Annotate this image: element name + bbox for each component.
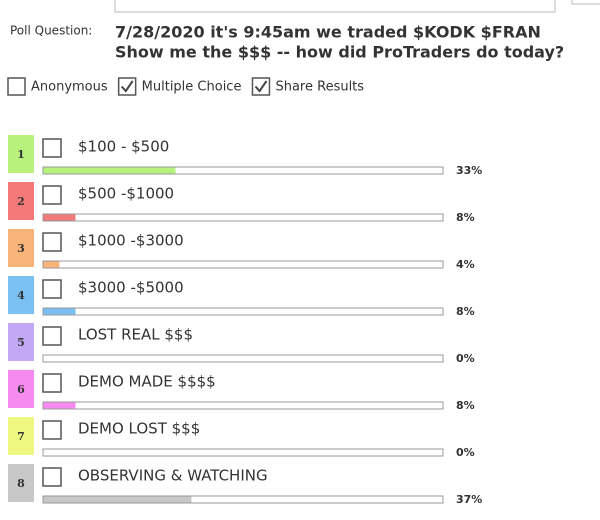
bar-fill	[43, 261, 60, 268]
bar-track	[42, 401, 444, 410]
bar-track	[42, 260, 444, 269]
checkbox[interactable]	[42, 138, 62, 158]
checkbox[interactable]	[251, 77, 271, 96]
top-button[interactable]	[571, 0, 600, 5]
option-badge	[8, 464, 34, 502]
option-badge	[8, 182, 34, 220]
setting-label: Anonymous	[31, 80, 108, 95]
question-line: 7/28/2020 it's 9:45am we traded $KODK $F…	[115, 23, 541, 42]
option-number: 2	[17, 195, 25, 208]
option-number: 1	[17, 148, 25, 161]
percent-label: 8%	[456, 211, 475, 224]
option-badge	[8, 229, 34, 267]
bar-track	[42, 495, 444, 504]
checkbox[interactable]	[42, 326, 62, 346]
option-text: $3000 -$5000	[78, 279, 184, 297]
option-number: 6	[17, 383, 25, 396]
option-text: $1000 -$3000	[78, 232, 184, 250]
checkbox[interactable]	[42, 232, 62, 252]
bar-track	[42, 213, 444, 222]
checkmark	[120, 80, 134, 93]
percent-label: 8%	[456, 399, 475, 412]
option-number: 8	[17, 477, 25, 490]
top-input[interactable]	[114, 0, 556, 13]
option-text: LOST REAL $$$	[78, 326, 193, 344]
option-number: 4	[17, 289, 25, 302]
option-badge	[8, 135, 34, 173]
bar-track	[42, 166, 444, 175]
question-line: Show me the $$$ -- how did ProTraders do…	[115, 43, 564, 62]
option-badge	[8, 370, 34, 408]
setting-label: Multiple Choice	[142, 80, 242, 95]
option-text: $500 -$1000	[78, 185, 174, 203]
option-text: OBSERVING & WATCHING	[78, 467, 268, 485]
checkbox[interactable]	[42, 279, 62, 299]
checkbox[interactable]	[117, 77, 137, 96]
checkbox[interactable]	[42, 185, 62, 205]
percent-label: 4%	[456, 258, 475, 271]
option-badge	[8, 323, 34, 361]
percent-label: 37%	[456, 493, 482, 506]
checkbox[interactable]	[42, 420, 62, 440]
setting-label: Share Results	[275, 80, 364, 95]
bar-fill	[43, 214, 76, 221]
percent-label: 0%	[456, 446, 475, 459]
checkbox[interactable]	[42, 373, 62, 393]
checkbox[interactable]	[42, 467, 62, 487]
bar-track	[42, 354, 444, 363]
bar-fill	[43, 496, 192, 503]
percent-label: 33%	[456, 164, 482, 177]
bar-track	[42, 448, 444, 457]
percent-label: 8%	[456, 305, 475, 318]
option-number: 7	[17, 430, 25, 443]
bar-fill	[43, 402, 76, 409]
percent-label: 0%	[456, 352, 475, 365]
option-badge	[8, 417, 34, 455]
checkmark	[254, 80, 268, 93]
option-number: 3	[17, 242, 25, 255]
checkbox[interactable]	[7, 77, 26, 96]
question-label: Poll Question:	[10, 24, 92, 38]
option-text: DEMO LOST $$$	[78, 420, 200, 438]
bar-fill	[43, 167, 176, 174]
option-text: DEMO MADE $$$$	[78, 373, 216, 391]
bar-fill	[43, 308, 76, 315]
option-text: $100 - $500	[78, 138, 169, 156]
bar-track	[42, 307, 444, 316]
option-number: 5	[17, 336, 25, 349]
option-badge	[8, 276, 34, 314]
